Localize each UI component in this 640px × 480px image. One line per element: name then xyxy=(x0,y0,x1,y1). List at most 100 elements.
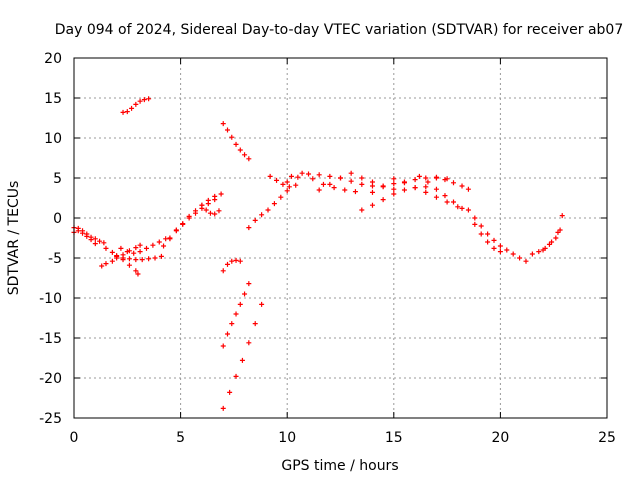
data-point xyxy=(137,98,143,104)
data-point xyxy=(497,249,503,255)
data-point xyxy=(203,207,209,213)
data-point xyxy=(109,249,115,255)
data-point xyxy=(293,182,299,188)
series-arc-13 xyxy=(220,281,252,349)
data-point xyxy=(109,258,115,264)
data-point xyxy=(225,331,231,337)
data-point xyxy=(246,225,252,231)
data-point xyxy=(233,257,239,263)
data-point xyxy=(271,201,277,207)
data-point xyxy=(450,199,456,205)
data-point xyxy=(237,258,243,264)
data-point xyxy=(237,301,243,307)
data-point xyxy=(444,199,450,205)
data-point xyxy=(156,239,162,245)
series-arc-15 xyxy=(246,188,290,231)
data-point xyxy=(310,176,316,182)
data-point xyxy=(412,177,418,183)
data-point xyxy=(557,227,563,233)
data-point xyxy=(212,211,218,217)
data-point xyxy=(259,301,265,307)
data-point xyxy=(478,231,484,237)
data-point xyxy=(218,191,224,197)
x-tick-label: 0 xyxy=(70,430,79,446)
data-point xyxy=(161,243,167,249)
data-point xyxy=(265,207,271,213)
data-point xyxy=(423,175,429,181)
y-tick-label: 5 xyxy=(53,171,62,187)
data-point xyxy=(529,251,535,257)
x-tick-label: 15 xyxy=(385,430,403,446)
data-point xyxy=(97,238,103,244)
y-tick-label: -25 xyxy=(39,411,62,427)
data-point xyxy=(425,179,431,185)
data-point xyxy=(472,221,478,227)
data-point xyxy=(207,210,213,216)
series-arc-25 xyxy=(465,207,529,264)
data-point xyxy=(88,237,94,243)
data-point xyxy=(455,204,461,210)
data-point xyxy=(459,205,465,211)
data-point xyxy=(295,174,301,180)
data-point xyxy=(288,173,294,179)
data-point xyxy=(75,228,81,234)
y-tick-label: -20 xyxy=(39,371,62,387)
data-point xyxy=(124,109,130,115)
data-point xyxy=(137,249,143,255)
data-point xyxy=(163,236,169,242)
data-point xyxy=(143,245,149,251)
series-arc-28 xyxy=(540,227,563,253)
y-tick-label: 0 xyxy=(53,211,62,227)
data-point xyxy=(348,178,354,184)
data-point xyxy=(220,121,226,127)
data-point xyxy=(286,184,292,190)
data-series xyxy=(71,96,565,411)
data-point xyxy=(359,207,365,213)
data-point xyxy=(485,231,491,237)
data-point xyxy=(485,239,491,245)
y-tick-label: -10 xyxy=(39,291,62,307)
y-tick-label: 20 xyxy=(44,51,62,67)
data-point xyxy=(246,156,252,162)
series-arc-24 xyxy=(433,174,471,192)
data-point xyxy=(472,215,478,221)
data-point xyxy=(465,207,471,213)
plot-frame xyxy=(73,57,608,419)
data-point xyxy=(391,186,397,192)
data-point xyxy=(278,194,284,200)
data-point xyxy=(225,261,231,267)
data-point xyxy=(433,174,439,180)
data-point xyxy=(459,183,465,189)
series-arc-22 xyxy=(391,176,461,210)
data-point xyxy=(220,268,226,274)
data-point xyxy=(158,253,164,259)
data-point xyxy=(246,340,252,346)
data-point xyxy=(352,189,358,195)
data-point xyxy=(126,262,132,268)
data-point xyxy=(133,245,139,251)
data-point xyxy=(478,223,484,229)
data-point xyxy=(252,217,258,223)
data-point xyxy=(131,250,137,256)
data-point xyxy=(146,96,152,102)
series-arc-16 xyxy=(267,173,299,190)
data-point xyxy=(369,179,375,185)
data-point xyxy=(380,184,386,190)
series-arc-18 xyxy=(288,170,358,195)
data-point xyxy=(92,241,98,247)
data-point xyxy=(118,245,124,251)
data-point xyxy=(220,405,226,411)
series-arc-7 xyxy=(120,96,152,115)
y-tick-label: 15 xyxy=(44,91,62,107)
data-point xyxy=(146,256,152,262)
data-point xyxy=(416,173,422,179)
data-point xyxy=(180,221,186,227)
data-point xyxy=(380,197,386,203)
data-point xyxy=(491,245,497,251)
series-arc-12 xyxy=(220,257,243,274)
data-point xyxy=(433,194,439,200)
data-point xyxy=(229,258,235,264)
data-point xyxy=(359,175,365,181)
x-tick-label: 10 xyxy=(278,430,296,446)
